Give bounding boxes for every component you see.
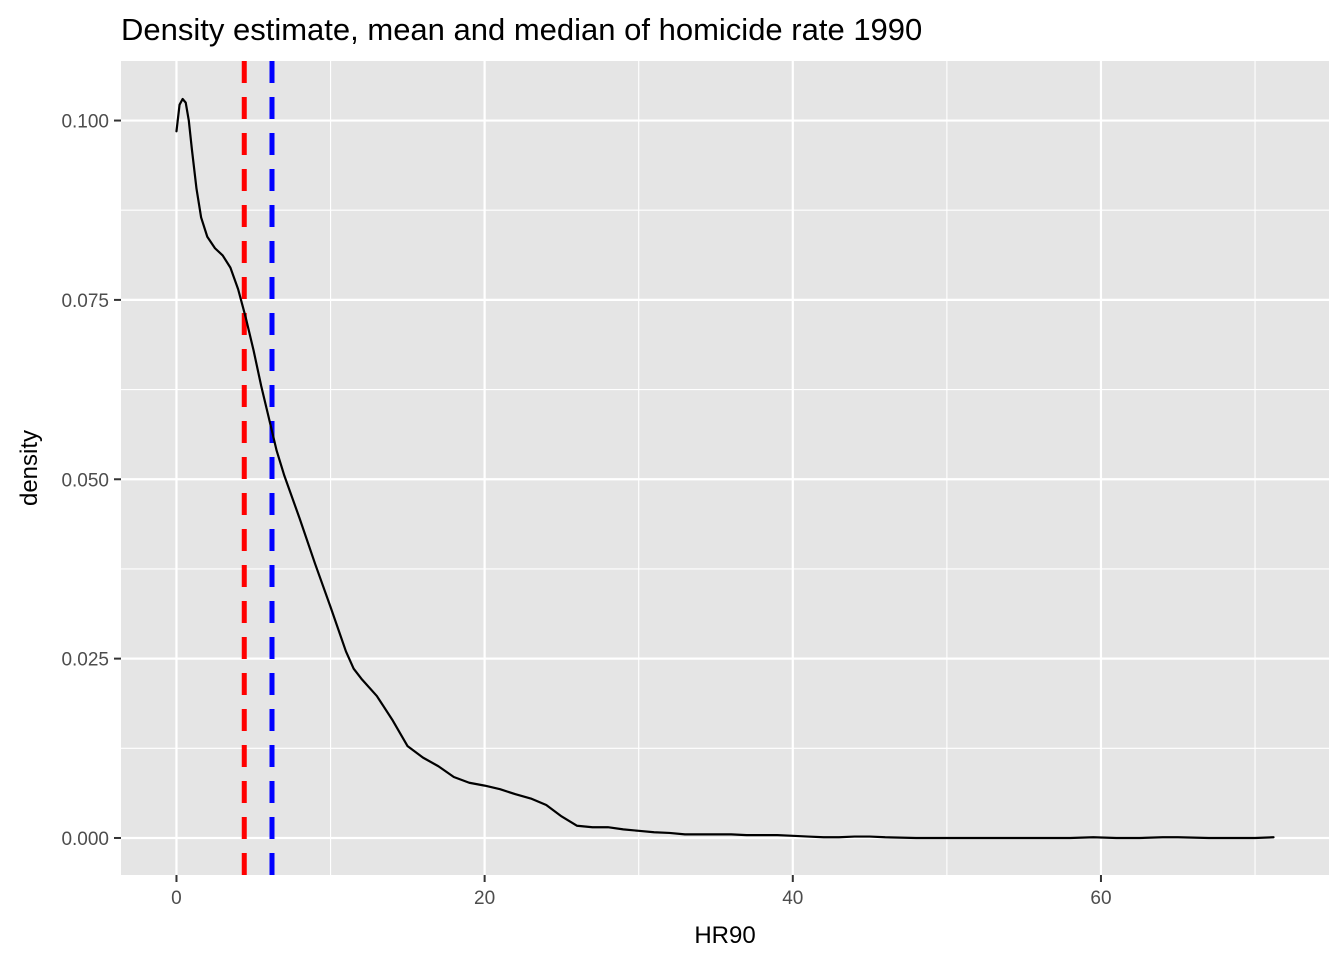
x-tick-label: 40 (782, 888, 803, 909)
x-axis: 0 20 40 60 (171, 875, 1112, 909)
plot-panel (121, 61, 1329, 875)
chart-title: Density estimate, mean and median of hom… (121, 12, 922, 47)
y-tick-label: 0.100 (61, 112, 109, 133)
y-tick-label: 0.075 (61, 291, 109, 312)
y-axis: 0.000 0.025 0.050 0.075 0.100 (61, 112, 121, 850)
density-curve (175, 97, 1275, 840)
x-axis-title: HR90 (694, 922, 755, 949)
x-tick-label: 60 (1090, 888, 1111, 909)
y-axis-title: density (16, 430, 43, 506)
x-tick-label: 0 (171, 888, 182, 909)
series-layer (175, 97, 1275, 840)
reference-lines (241, 61, 275, 875)
y-tick-label: 0.000 (61, 829, 109, 850)
minor-gridlines (121, 61, 1329, 875)
x-tick-label: 20 (474, 888, 495, 909)
y-tick-label: 0.050 (61, 470, 109, 491)
y-tick-label: 0.025 (61, 650, 109, 671)
